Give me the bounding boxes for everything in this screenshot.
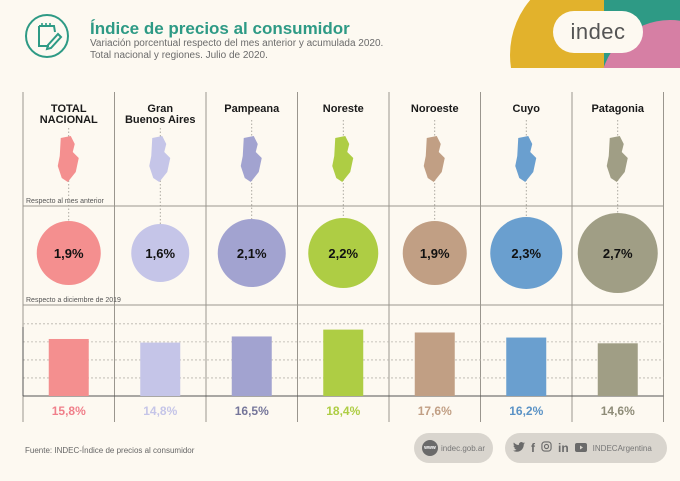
youtube-icon[interactable] [574,441,587,455]
region-name: Gran [147,103,173,115]
section-label-monthly: Respecto al mes anterior [26,198,104,205]
region-map-total-nacional [57,136,79,182]
indec-logo[interactable]: indec [553,11,643,53]
accumulated-value-label: 15,8% [52,404,86,418]
region-map-noreste [332,136,354,182]
region-name: Pampeana [224,103,280,115]
source-note: Fuente: INDEC-Índice de precios al consu… [25,446,195,455]
accumulated-value-label: 18,4% [326,404,360,418]
monthly-bubble [308,218,379,288]
monthly-bubble [131,224,190,282]
twitter-icon[interactable] [513,441,525,455]
subtitle-line-1: Variación porcentual respecto del mes an… [90,38,384,49]
monthly-value-label: 2,7% [603,246,633,261]
accumulated-value-label: 16,2% [509,404,543,418]
linkedin-icon[interactable]: in [558,441,569,455]
monthly-value-label: 2,2% [328,246,358,261]
accumulated-bar [48,338,89,396]
page-subtitle: Variación porcentual respecto del mes an… [90,38,383,62]
region-map-patagonia [606,136,628,182]
section-label-accumulated: Respecto a diciembre de 2019 [26,297,121,304]
region-map-cuyo [515,136,537,182]
region-name: Buenos Aires [125,114,196,126]
accumulated-value-label: 14,6% [601,404,635,418]
www-icon: www [422,440,438,456]
region-map-pampeana [240,136,262,182]
monthly-bubble [402,221,467,285]
social-handle: INDECArgentina [592,443,652,453]
region-name: Cuyo [513,103,541,115]
social-links: f in INDECArgentina [505,433,667,463]
monthly-value-label: 2,3% [511,246,541,261]
accumulated-value-label: 16,5% [235,404,269,418]
region-name: Patagonia [591,103,644,115]
region-name: Noreste [323,103,364,115]
region-name: TOTAL [51,103,87,115]
region-map-gran-buenos-aires [149,136,171,182]
accumulated-bar [414,332,455,396]
accumulated-value-label: 14,8% [143,404,177,418]
website-url: indec.gob.ar [440,443,485,453]
monthly-bubble [577,213,658,293]
region-name: NACIONAL [40,114,98,126]
facebook-icon[interactable]: f [531,441,535,455]
brand-shape-pink [603,20,680,68]
region-name: Noroeste [411,103,459,115]
region-map-noroeste [423,136,445,182]
monthly-value-label: 1,9% [54,246,84,261]
monthly-value-label: 1,6% [145,246,175,261]
accumulated-bar [231,336,272,396]
page-title: Índice de precios al consumidor [90,19,350,38]
cpi-chart: Respecto al mes anterior Respecto a dicie… [22,92,664,422]
website-link[interactable]: www indec.gob.ar [414,433,493,463]
accumulated-bar [140,342,181,396]
monthly-value-label: 1,9% [420,246,450,261]
accumulated-bar [506,337,547,396]
monthly-bubble [217,219,286,287]
subtitle-line-2: Total nacional y regiones. Julio de 2020… [90,50,268,61]
monthly-bubble [36,221,101,285]
monthly-bubble [490,217,563,289]
accumulated-value-label: 17,6% [418,404,452,418]
instagram-icon[interactable] [541,441,552,455]
accumulated-bar [597,343,638,396]
monthly-value-label: 2,1% [237,246,267,261]
accumulated-bar [323,329,364,396]
notepad-pencil-icon [25,14,69,58]
